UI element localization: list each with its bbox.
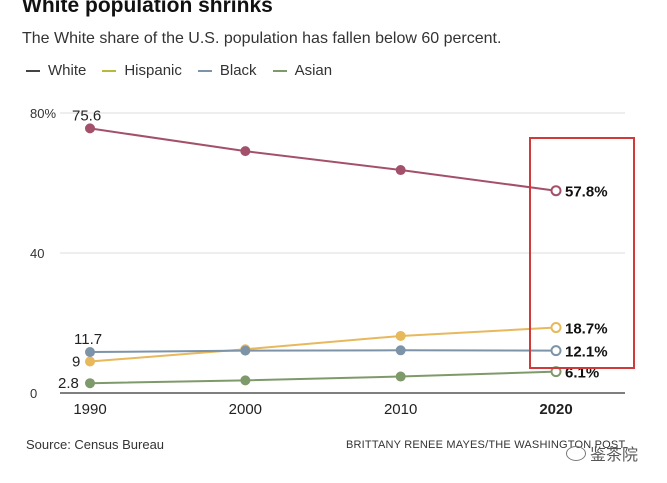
chart-subtitle: The White share of the U.S. population h… [22,30,502,47]
end-label-black: 12.1% [565,344,608,361]
point-white-1990 [85,123,95,134]
y-tick-label-0: 80% [30,106,56,121]
legend: White Hispanic Black Asian [26,62,332,79]
point-black-2020 [550,345,562,357]
point-white-2000 [240,146,251,157]
series-line-white [89,127,557,192]
end-label-hispanic: 18.7% [565,321,608,338]
point-asian-2000 [240,375,251,386]
watermark-text: 鉴茶院 [590,447,639,464]
end-label-white: 57.8% [565,184,608,201]
point-hispanic-2010 [395,330,406,341]
point-hispanic-2020 [550,322,562,334]
start-label-white: 75.6 [72,107,101,124]
watermark: 鉴茶院 [566,441,638,465]
highlight-box [529,137,635,369]
legend-item-hispanic: Hispanic [102,62,182,79]
data-labels: 75.657.8%918.7%11.712.1%2.86.1% [58,107,608,392]
series-lines [89,127,557,385]
x-tick-label-0: 1990 [73,401,106,418]
legend-label-hispanic: Hispanic [124,62,182,79]
source-note: Source: Census Bureau [26,437,165,452]
series-points [85,123,562,389]
x-tick-label-1: 2000 [229,401,262,418]
legend-swatch-white [26,69,40,72]
chart-title: White population shrinks [22,0,273,17]
point-asian-1990 [85,378,95,389]
legend-swatch-asian [272,69,287,72]
legend-item-white: White [26,62,86,79]
legend-label-white: White [48,62,87,79]
start-label-black: 11.7 [74,331,102,348]
legend-label-black: Black [219,62,257,79]
y-tick-label-1: 40 [30,246,44,261]
point-black-2000 [240,345,251,356]
point-black-1990 [85,347,95,358]
legend-item-black: Black [197,62,257,79]
y-tick-label-2: 0 [30,386,37,401]
start-label-asian: 2.8 [58,375,79,392]
chat-bubble-icon [566,445,586,461]
axis-ticks: 80% 40 0 1990 2000 2010 2020 [30,106,573,418]
series-line-asian [89,370,557,385]
legend-item-asian: Asian [272,62,333,79]
x-tick-label-3: 2020 [539,401,572,418]
series-line-black [89,349,557,354]
credit-line: BRITTANY RENEE MAYES/THE WASHINGTON POST [346,439,626,451]
point-hispanic-1990 [85,356,95,367]
legend-swatch-black [197,69,212,72]
legend-swatch-hispanic [102,69,117,72]
start-label-hispanic: 9 [72,354,80,371]
x-tick-label-2: 2010 [384,401,417,418]
point-white-2020 [550,185,562,197]
point-white-2010 [395,165,406,176]
point-black-2010 [395,345,406,356]
series-line-hispanic [89,326,557,363]
legend-label-asian: Asian [294,62,333,79]
point-asian-2010 [395,371,406,382]
